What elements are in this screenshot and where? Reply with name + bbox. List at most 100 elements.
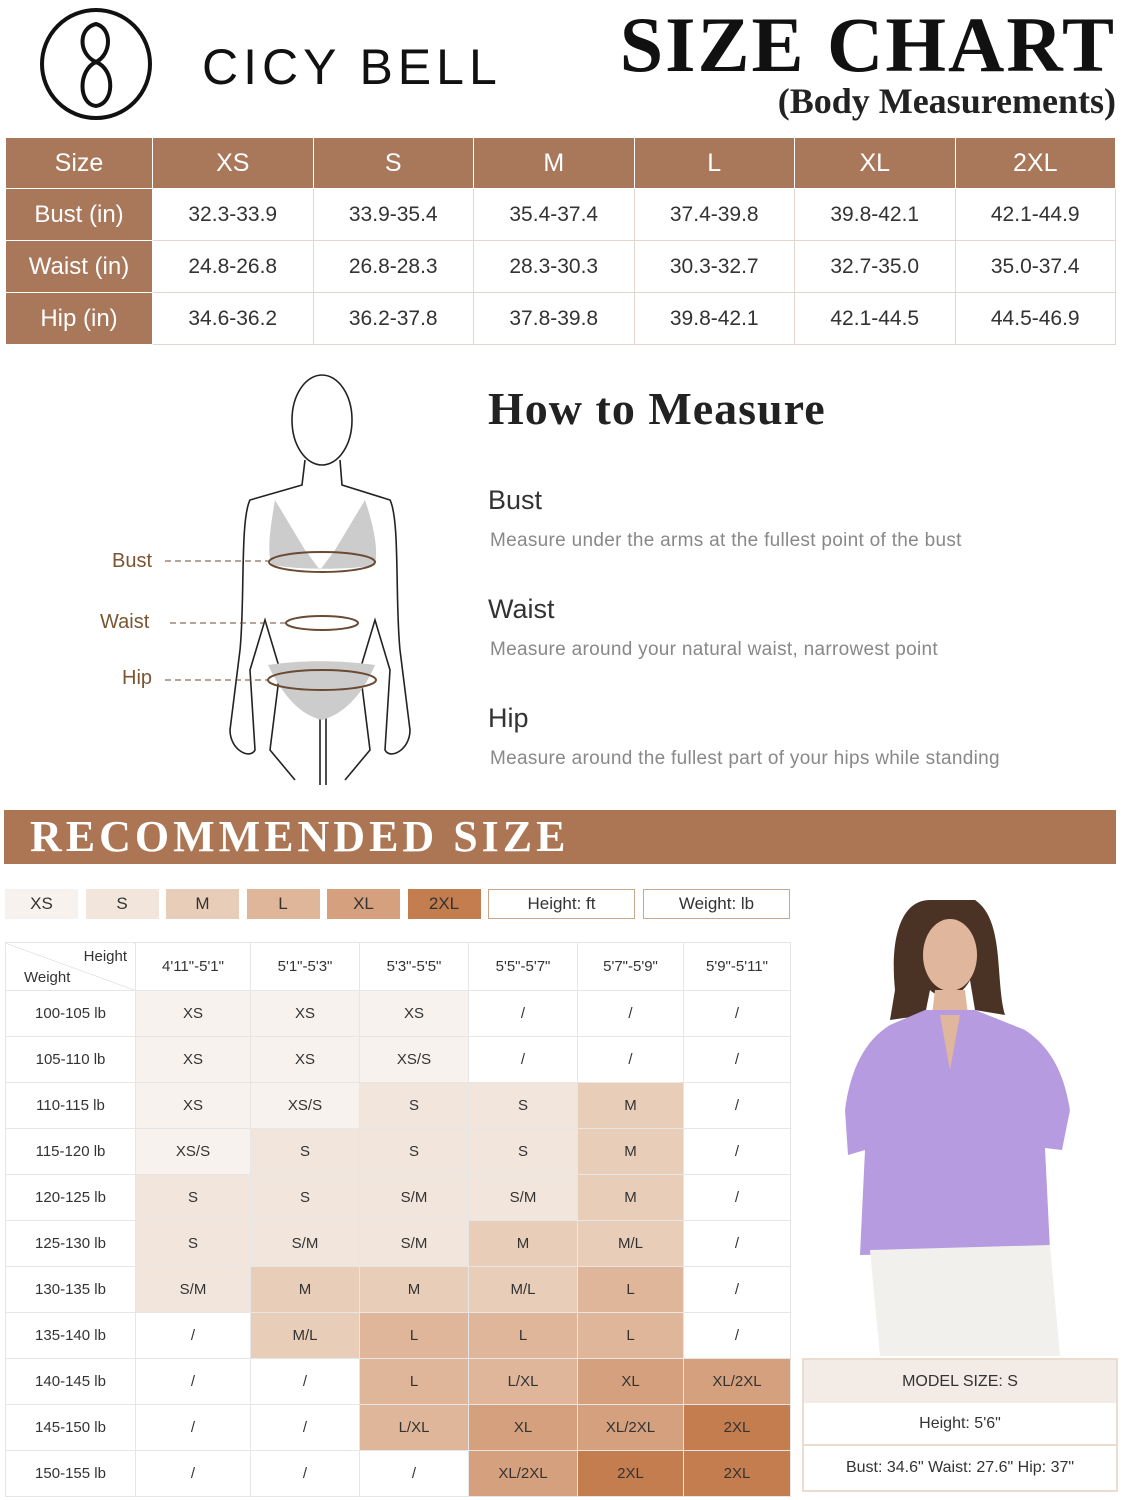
size-cell: L	[359, 1312, 469, 1359]
size-cell: S	[468, 1128, 578, 1175]
legend-key: Weight: lb	[643, 889, 790, 919]
size-cell: M	[577, 1128, 684, 1175]
model-size: MODEL SIZE: S	[804, 1360, 1116, 1403]
cell: 37.4-39.8	[633, 188, 795, 241]
size-cell: XL	[577, 1358, 684, 1405]
cell: 39.8-42.1	[794, 188, 956, 241]
size-cell: /	[683, 1128, 791, 1175]
model-box: MODEL SIZE: S Height: 5'6" Bust: 34.6" W…	[802, 1358, 1118, 1492]
height-header: 5'7"-5'9"	[577, 942, 684, 991]
weight-label: 100-105 lb	[5, 990, 136, 1037]
size-cell: S/M	[468, 1174, 578, 1221]
size-cell: XL/2XL	[468, 1450, 578, 1497]
size-cell: /	[250, 1358, 360, 1405]
recommended-table: Height Weight 4'11"-5'1" 5'1"-5'3" 5'3"-5'5"…	[5, 942, 791, 1497]
size-table: Size XS S M L XL 2XL Bust (in) 32.3-33.9 33.9-35.…	[5, 137, 1116, 345]
weight-label: 130-135 lb	[5, 1266, 136, 1313]
size-cell: /	[577, 1036, 684, 1083]
size-cell: 2XL	[577, 1450, 684, 1497]
size-cell: /	[359, 1450, 469, 1497]
size-cell: XS	[250, 990, 360, 1037]
size-cell: XL/2XL	[683, 1358, 791, 1405]
size-cell: S/M	[250, 1220, 360, 1267]
legend-swatch: XL	[327, 889, 400, 919]
measure-text: Measure under the arms at the fullest po…	[490, 530, 962, 551]
size-cell: M	[577, 1082, 684, 1129]
cell: 42.1-44.9	[954, 188, 1116, 241]
figure-label: Bust	[112, 550, 153, 572]
row: 140-145 lb / / L L/XL XL XL/2XL	[5, 1358, 791, 1405]
height-header: 5'5"-5'7"	[468, 942, 578, 991]
size-cell: L/XL	[468, 1358, 578, 1405]
header-row: Height Weight 4'11"-5'1" 5'1"-5'3" 5'3"-5'5"…	[5, 942, 791, 991]
cell: 28.3-30.3	[473, 240, 635, 293]
subtitle: (Body Measurements)	[777, 81, 1116, 121]
weight-label: 125-130 lb	[5, 1220, 136, 1267]
size-cell: L	[577, 1266, 684, 1313]
size-cell: XS/S	[359, 1036, 469, 1083]
size-cell: /	[135, 1404, 251, 1451]
how-to-title: How to Measure	[488, 383, 826, 434]
weight-label: 150-155 lb	[5, 1450, 136, 1497]
size-cell: /	[683, 1220, 791, 1267]
header-cell: S	[312, 137, 474, 189]
size-cell: XS	[250, 1036, 360, 1083]
size-cell: XS/S	[135, 1128, 251, 1175]
size-cell: /	[683, 1036, 791, 1083]
row: 115-120 lb XS/S S S S M /	[5, 1128, 791, 1175]
model-measurements: Bust: 34.6" Waist: 27.6" Hip: 37"	[845, 1458, 1075, 1476]
measure-name: Bust	[488, 485, 543, 515]
size-cell: /	[135, 1450, 251, 1497]
cell: 32.7-35.0	[794, 240, 956, 293]
size-cell: M	[468, 1220, 578, 1267]
model-photo	[800, 880, 1116, 1356]
header-cell: XL	[794, 137, 956, 189]
size-cell: M	[250, 1266, 360, 1313]
height-header: 5'9"-5'11"	[683, 942, 791, 991]
size-cell: 2XL	[683, 1404, 791, 1451]
figure-label: Waist	[100, 611, 150, 633]
measure-text: Measure around the fullest part of your …	[490, 748, 1000, 769]
weight-label: 145-150 lb	[5, 1404, 136, 1451]
size-cell: XS	[135, 990, 251, 1037]
cell: 32.3-33.9	[152, 188, 314, 241]
size-cell: M/L	[468, 1266, 578, 1313]
size-cell: L	[359, 1358, 469, 1405]
legend-swatch: M	[166, 889, 239, 919]
size-cell: XL	[468, 1404, 578, 1451]
measure-name: Hip	[488, 703, 529, 733]
cell: 33.9-35.4	[312, 188, 474, 241]
size-cell: L	[468, 1312, 578, 1359]
title: SIZE CHART	[619, 1, 1116, 88]
size-cell: /	[577, 990, 684, 1037]
size-cell: /	[135, 1312, 251, 1359]
size-cell: XS	[135, 1036, 251, 1083]
legend-swatch: S	[85, 889, 159, 919]
header-cell: Size	[5, 137, 153, 189]
size-cell: S	[250, 1128, 360, 1175]
corner-height: Height	[83, 948, 127, 965]
cell: 35.4-37.4	[473, 188, 635, 241]
model-height: Height: 5'6"	[804, 1403, 1116, 1446]
size-cell: S/M	[359, 1220, 469, 1267]
size-cell: S/M	[135, 1266, 251, 1313]
size-cell: M/L	[250, 1312, 360, 1359]
size-cell: 2XL	[683, 1450, 791, 1497]
size-cell: /	[250, 1404, 360, 1451]
cell: 24.8-26.8	[152, 240, 314, 293]
size-cell: M/L	[577, 1220, 684, 1267]
size-cell: S	[359, 1128, 469, 1175]
size-cell: XS	[359, 990, 469, 1037]
header-cell: M	[473, 137, 635, 189]
weight-label: 120-125 lb	[5, 1174, 136, 1221]
height-header: 5'3"-5'5"	[359, 942, 469, 991]
size-cell: /	[250, 1450, 360, 1497]
size-cell: /	[683, 990, 791, 1037]
legend-key: Height: ft	[488, 889, 635, 919]
row: Waist (in) 24.8-26.8 26.8-28.3 28.3-30.3 30.…	[5, 240, 1116, 293]
cell: 30.3-32.7	[633, 240, 795, 293]
corner-cell: Height Weight	[5, 942, 136, 991]
row-label: Bust (in)	[5, 188, 153, 241]
